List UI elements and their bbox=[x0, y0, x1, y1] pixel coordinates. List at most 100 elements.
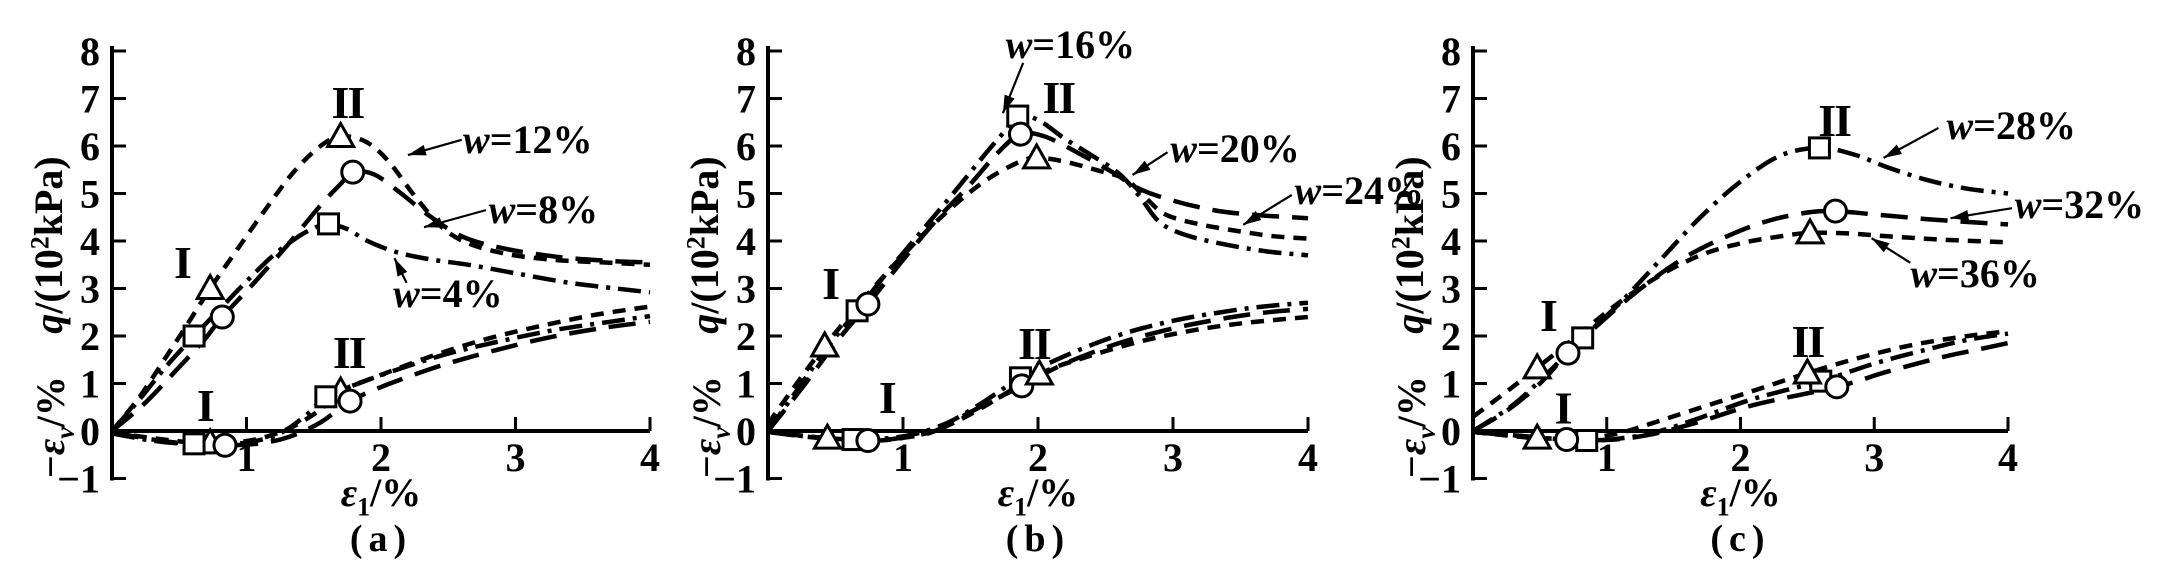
q-curve-w=28% bbox=[1471, 145, 2009, 433]
legend-arrow-w=24% bbox=[1242, 193, 1293, 226]
y-tick-label: 1 bbox=[1441, 362, 1461, 407]
circle-marker-w=20% bbox=[855, 291, 881, 317]
legend-arrow-w=20% bbox=[1131, 151, 1169, 176]
y-tick-label: 2 bbox=[1441, 314, 1461, 359]
x-tick-label: 3 bbox=[506, 435, 526, 480]
y-tick-label: 7 bbox=[80, 77, 100, 122]
svg-text:−εv/%: −εv/% bbox=[1389, 376, 1441, 478]
triangle-marker-w=24% bbox=[809, 329, 841, 358]
q-curve-w=24% bbox=[766, 155, 1309, 426]
y-tick-label: 5 bbox=[80, 172, 100, 217]
triangle-marker-w=36% bbox=[1521, 422, 1553, 450]
q-curve-w=20% bbox=[766, 130, 1309, 433]
stage-label-I: I bbox=[174, 237, 191, 288]
circle-marker-w=8% bbox=[337, 388, 363, 414]
y-tick-label: 6 bbox=[80, 124, 100, 169]
y-tick-label: 3 bbox=[80, 267, 100, 312]
y-tick-label: −1 bbox=[1418, 457, 1461, 502]
x-axis-title-a: ε1/% bbox=[341, 470, 422, 522]
y-tick-label: 2 bbox=[736, 314, 756, 359]
legend-label-w=24%: w=24% bbox=[1295, 168, 1424, 213]
legend-arrow-w=8% bbox=[423, 209, 487, 229]
triangle-marker-w=36% bbox=[1521, 351, 1553, 380]
legend-label-w=12%: w=12% bbox=[463, 117, 592, 162]
circle-marker-w=32% bbox=[1555, 340, 1581, 366]
x-tick-label: 3 bbox=[1864, 435, 1884, 480]
legend-arrow-w=12% bbox=[407, 138, 462, 157]
y-tick-label: 0 bbox=[1441, 409, 1461, 454]
y-tick-label: 2 bbox=[80, 314, 100, 359]
legend-arrow-w=28% bbox=[1883, 126, 1939, 159]
square-marker-w=4% bbox=[182, 432, 206, 456]
x-tick-label: 4 bbox=[1998, 435, 2018, 480]
x-tick-label: 4 bbox=[640, 435, 660, 480]
triangle-marker-w=12% bbox=[325, 120, 357, 148]
y-tick-label: 5 bbox=[1441, 172, 1461, 217]
y-tick-label: 1 bbox=[736, 362, 756, 407]
svg-text:q/(102kPa): q/(102kPa) bbox=[681, 156, 727, 333]
circle-marker-w=8% bbox=[212, 432, 238, 458]
square-marker-w=4% bbox=[182, 324, 206, 348]
x-tick-label: 1 bbox=[893, 435, 913, 480]
caption-b: (b) bbox=[1006, 518, 1070, 560]
svg-text:−εv/%: −εv/% bbox=[684, 376, 736, 478]
triangle-marker-w=36% bbox=[1791, 357, 1823, 385]
stage-label-II: II bbox=[1818, 95, 1851, 146]
q-curve-w=16% bbox=[766, 113, 1309, 433]
y-axis-title-ev-c: −εv/% bbox=[1389, 376, 1441, 478]
square-marker-w=4% bbox=[314, 385, 338, 409]
y-tick-label: −1 bbox=[57, 457, 100, 502]
v-curve-w=36% bbox=[1472, 329, 2009, 441]
legend-label-w=8%: w=8% bbox=[489, 187, 598, 232]
triangle-marker-w=36% bbox=[1794, 216, 1826, 245]
y-tick-label: 0 bbox=[80, 409, 100, 454]
x-axis-title-c: ε1/% bbox=[1700, 470, 1781, 522]
svg-text:−εv/%: −εv/% bbox=[28, 376, 80, 478]
x-tick-label: 2 bbox=[371, 435, 391, 480]
stage-label-II: II bbox=[1042, 72, 1075, 123]
y-tick-label: 8 bbox=[1441, 29, 1461, 74]
x-tick-label: 2 bbox=[1028, 435, 1048, 480]
y-axis-title-ev-a: −εv/% bbox=[28, 376, 80, 478]
y-tick-label: 5 bbox=[736, 172, 756, 217]
legend-arrow-w=36% bbox=[1870, 237, 1911, 264]
legend-label-w=20%: w=20% bbox=[1170, 126, 1299, 171]
triangle-marker-w=24% bbox=[1021, 141, 1053, 170]
stage-label-I: I bbox=[1555, 382, 1572, 433]
y-tick-label: 0 bbox=[736, 409, 756, 454]
circle-marker-w=8% bbox=[209, 304, 235, 330]
q-curve-w=36% bbox=[1471, 230, 2009, 419]
y-tick-label: 7 bbox=[736, 77, 756, 122]
y-axis-title-q-b: q/(102kPa) bbox=[681, 156, 727, 333]
legend-label-w=36%: w=36% bbox=[1910, 251, 2039, 296]
legend-label-w=32%: w=32% bbox=[2015, 182, 2144, 227]
svg-text:q/(102kPa): q/(102kPa) bbox=[25, 156, 71, 333]
stage-label-I: I bbox=[1540, 290, 1557, 341]
y-tick-label: 8 bbox=[736, 29, 756, 74]
y-axis-title-ev-b: −εv/% bbox=[684, 376, 736, 478]
caption-c: (c) bbox=[1710, 518, 1770, 560]
triangle-marker-w=12% bbox=[194, 272, 226, 300]
y-tick-label: 3 bbox=[1441, 267, 1461, 312]
square-marker-w=4% bbox=[317, 212, 341, 236]
y-axis-title-q-c: q/(102kPa) bbox=[1386, 156, 1432, 333]
y-tick-label: 7 bbox=[1441, 77, 1461, 122]
stage-label-II: II bbox=[331, 77, 364, 128]
y-tick-label: 1 bbox=[80, 362, 100, 407]
circle-marker-w=8% bbox=[340, 159, 366, 185]
triangle-marker-w=24% bbox=[1023, 357, 1055, 386]
x-tick-label: 1 bbox=[1597, 435, 1617, 480]
y-tick-label: 4 bbox=[736, 219, 756, 264]
x-tick-label: 2 bbox=[1731, 435, 1751, 480]
stage-label-I: I bbox=[879, 372, 896, 423]
circle-marker-w=32% bbox=[1822, 198, 1848, 224]
caption-a: (a) bbox=[350, 518, 412, 560]
circle-marker-w=20% bbox=[855, 428, 881, 453]
stage-label-II: II bbox=[1018, 318, 1051, 369]
v-curve-w=12% bbox=[111, 304, 651, 446]
stage-label-II: II bbox=[333, 327, 366, 378]
